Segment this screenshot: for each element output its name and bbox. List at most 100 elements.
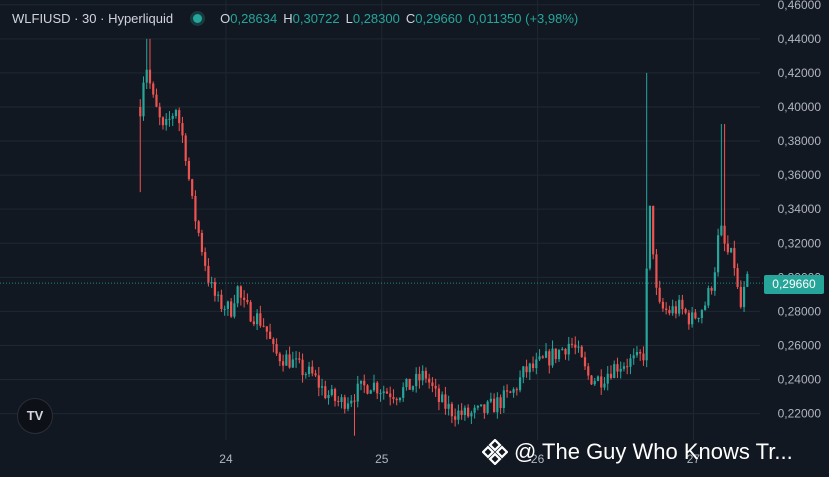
high-value: 0,30722 xyxy=(292,11,340,26)
candle-body xyxy=(415,373,418,387)
candle-body xyxy=(467,407,470,417)
candle-body xyxy=(596,376,600,381)
candle-body xyxy=(269,331,272,339)
candle-body xyxy=(298,358,301,360)
candle-body xyxy=(398,397,402,401)
candle-body xyxy=(155,94,158,107)
candle-body xyxy=(668,309,671,314)
candle-body xyxy=(704,305,707,310)
time-axis[interactable]: 2425262728 xyxy=(219,452,829,466)
candle-body xyxy=(671,306,674,314)
candle-body xyxy=(142,82,145,117)
candle-body xyxy=(148,69,152,84)
candle-body xyxy=(512,389,515,393)
candle-body xyxy=(210,282,213,284)
price-tick-label: 0,26000 xyxy=(778,338,822,352)
candle-body xyxy=(678,299,681,314)
binance-logo-icon xyxy=(482,439,508,465)
tradingview-logo-icon[interactable]: TV xyxy=(17,398,53,434)
candle-body xyxy=(717,235,720,273)
low-value: 0,28300 xyxy=(352,11,400,26)
candle-body xyxy=(350,400,353,404)
candle-body xyxy=(700,309,703,319)
candle-body xyxy=(606,373,609,384)
candle-body xyxy=(687,312,690,325)
candle-body xyxy=(304,374,307,376)
candle-body xyxy=(544,351,548,358)
candle-body xyxy=(252,321,255,325)
candle-body xyxy=(593,380,596,385)
candle-body xyxy=(476,405,479,408)
candle-body xyxy=(616,364,619,372)
grid-layer xyxy=(0,0,760,440)
candle-body xyxy=(564,348,567,355)
candle-body xyxy=(174,110,178,117)
candle-body xyxy=(509,391,512,393)
candle-body xyxy=(684,309,687,313)
candle-body xyxy=(389,393,392,398)
candle-body xyxy=(541,356,544,358)
candle-body xyxy=(340,397,343,402)
candle-body xyxy=(486,401,489,413)
candle-body xyxy=(330,389,333,395)
candle-body xyxy=(642,353,645,361)
candle-body xyxy=(580,346,583,358)
candle-body xyxy=(733,248,736,269)
candle-body xyxy=(655,254,658,288)
price-tick-label: 0,40000 xyxy=(778,100,822,114)
price-axis[interactable]: 0,46000 0,44000 0,42000 0,40000 0,38000 0,360… xyxy=(778,0,822,421)
candle-body xyxy=(161,117,165,126)
candle-body xyxy=(158,106,161,118)
candle-body xyxy=(739,286,742,308)
candle-body xyxy=(402,387,405,398)
candle-body xyxy=(239,286,242,298)
candle-body xyxy=(307,366,311,375)
candle-body xyxy=(379,393,382,395)
close-label: C xyxy=(405,11,416,26)
candle-body xyxy=(324,386,327,399)
candle-body xyxy=(551,348,554,366)
candle-body xyxy=(434,385,437,389)
candle-body xyxy=(191,179,194,196)
change-value: 0,011350 (+3,98%) xyxy=(468,11,579,26)
candle-body xyxy=(587,366,590,376)
candle-body xyxy=(311,366,314,374)
candle-body xyxy=(681,299,684,310)
open-label: O xyxy=(220,11,231,26)
candle-body xyxy=(454,416,457,420)
candle-body xyxy=(661,301,665,309)
time-tick-label: 24 xyxy=(219,452,233,466)
candle-body xyxy=(356,383,359,402)
candle-body xyxy=(522,366,525,378)
candle-body xyxy=(499,397,502,408)
candle-body xyxy=(418,373,421,381)
candle-body xyxy=(746,273,749,287)
candle-body xyxy=(291,359,294,368)
candle-body xyxy=(557,350,561,360)
candle-body xyxy=(294,358,298,360)
candle-body xyxy=(535,359,538,369)
candle-body xyxy=(428,378,431,383)
candle-body xyxy=(554,348,557,360)
candle-body xyxy=(505,390,509,392)
candle-body xyxy=(652,205,655,255)
candle-body xyxy=(249,302,252,322)
candle-body xyxy=(376,382,379,394)
candle-body xyxy=(626,366,629,368)
candles-layer xyxy=(139,38,749,436)
candle-body xyxy=(382,391,385,394)
candle-body xyxy=(243,297,246,300)
candle-body xyxy=(674,306,677,314)
candle-body xyxy=(320,386,324,388)
candle-body xyxy=(178,110,181,124)
candle-body xyxy=(327,394,330,399)
candle-body xyxy=(496,397,499,413)
candle-body xyxy=(369,390,372,394)
candle-body xyxy=(314,373,317,376)
candle-body xyxy=(145,69,148,83)
candle-body xyxy=(259,313,262,326)
price-tick-label: 0,38000 xyxy=(778,134,822,148)
candle-body xyxy=(213,282,217,296)
candle-body xyxy=(392,397,395,400)
